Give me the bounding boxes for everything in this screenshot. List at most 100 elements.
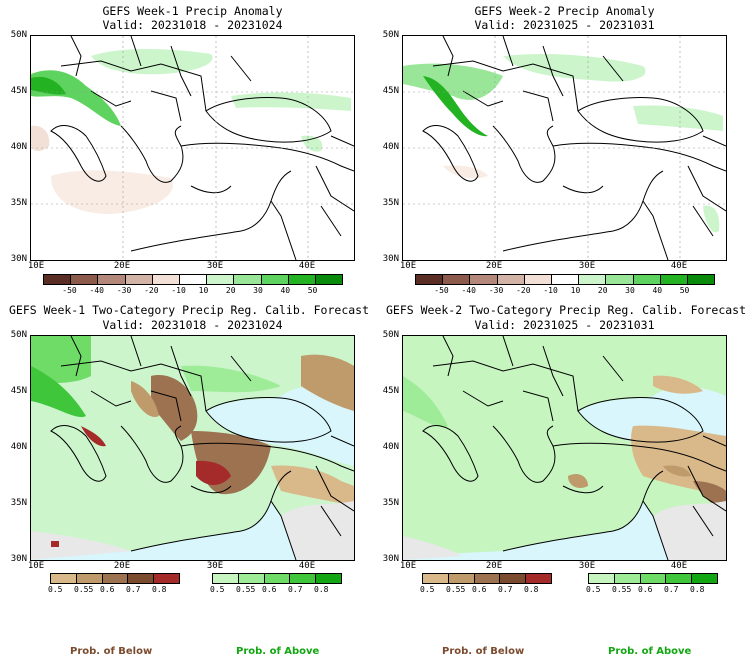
colorbar-label: 0.55 — [236, 585, 256, 594]
colorbar-label: 0.55 — [74, 585, 94, 594]
colorbar-label: 20 — [597, 286, 608, 295]
lat-label: 40N — [382, 442, 399, 452]
colorbar-swatch — [443, 275, 471, 284]
prob-below-label-2: Prob. of Below — [442, 646, 525, 657]
colorbar-label: 0.5 — [210, 585, 225, 594]
colorbar-swatch — [660, 275, 688, 284]
panel1-title: GEFS Week-1 Precip Anomaly — [102, 4, 283, 18]
anomaly-wet-east — [503, 54, 646, 82]
colorbar-label: -10 — [543, 286, 558, 295]
colorbar-swatch — [692, 574, 717, 583]
colorbar-swatch — [238, 574, 265, 583]
colorbar-swatch — [71, 275, 99, 284]
panel1-map[interactable] — [30, 35, 355, 261]
colorbar-label: -50 — [62, 286, 77, 295]
lat-label: 45N — [382, 386, 399, 396]
colorbar-swatch — [207, 275, 235, 284]
colorbar-label: 50 — [307, 286, 318, 295]
lat-label: 30N — [382, 254, 399, 264]
lon-label: 10E — [399, 561, 417, 571]
lat-label: 35N — [382, 498, 399, 508]
lon-label: 30E — [578, 561, 596, 571]
below-colorbar — [50, 573, 180, 584]
lat-label: 40N — [382, 142, 399, 152]
colorbar-swatch — [551, 275, 580, 284]
colorbar-swatch — [633, 275, 661, 284]
lat-label: 50N — [10, 30, 27, 40]
lon-label: 20E — [113, 261, 131, 271]
colorbar-swatch — [640, 574, 667, 583]
colorbar-swatch — [606, 275, 634, 284]
colorbar-label: 0.8 — [524, 585, 539, 594]
colorbar-label: 0.6 — [100, 585, 115, 594]
colorbar-swatch — [213, 574, 239, 583]
lat-label: 50N — [382, 30, 399, 40]
lon-label: 30E — [578, 261, 596, 271]
panel4-valid-dates: Valid: 20231025 - 20231031 — [474, 318, 655, 332]
lat-label: 30N — [382, 554, 399, 564]
lat-label: 50N — [382, 330, 399, 340]
lat-label: 35N — [10, 198, 27, 208]
anomaly-wet-core — [31, 76, 66, 95]
lon-label: 40E — [670, 561, 688, 571]
lat-label: 30N — [10, 554, 27, 564]
anomaly-wet-turkey — [301, 135, 323, 152]
colorbar-label: 0.55 — [612, 585, 632, 594]
lon-label: 40E — [298, 561, 316, 571]
lon-label: 30E — [206, 261, 224, 271]
anomaly-wet-caucasus — [231, 92, 351, 111]
panel3-valid-dates: Valid: 20231018 - 20231024 — [102, 318, 283, 332]
colorbar-swatch — [234, 275, 262, 284]
colorbar-label: 0.6 — [262, 585, 277, 594]
colorbar-swatch — [179, 275, 208, 284]
colorbar-label: 0.6 — [472, 585, 487, 594]
colorbar-swatch — [666, 574, 693, 583]
panel3-map[interactable] — [30, 335, 355, 561]
lon-label: 10E — [27, 261, 45, 271]
colorbar-swatch — [125, 275, 153, 284]
colorbar-swatch — [316, 574, 341, 583]
lat-label: 45N — [10, 386, 27, 396]
panel2-valid-dates: Valid: 20231025 - 20231031 — [474, 18, 655, 32]
colorbar-swatch — [98, 275, 126, 284]
panel3-title: GEFS Week-1 Two-Category Precip Reg. Cal… — [8, 303, 370, 317]
colorbar-swatch — [76, 574, 103, 583]
panel4-map[interactable] — [402, 335, 727, 561]
colorbar-label: 50 — [679, 286, 690, 295]
above-colorbar — [212, 573, 342, 584]
lon-label: 40E — [298, 261, 316, 271]
panel2-map[interactable] — [402, 35, 727, 261]
lat-label: 40N — [10, 442, 27, 452]
colorbar-label: 0.7 — [126, 585, 141, 594]
colorbar-label: 0.5 — [420, 585, 435, 594]
anomaly-colorbar — [415, 274, 715, 285]
lon-label: 10E — [399, 261, 417, 271]
colorbar-swatch — [128, 574, 155, 583]
anomaly-wet-mesopotamia — [703, 205, 720, 233]
colorbar-swatch — [102, 574, 129, 583]
colorbar-swatch — [589, 574, 615, 583]
colorbar-label: 30 — [625, 286, 635, 295]
colorbar-swatch — [524, 275, 552, 284]
below-colorbar-2 — [422, 573, 552, 584]
colorbar-label: 20 — [225, 286, 236, 295]
prob-below-label: Prob. of Below — [70, 646, 153, 657]
colorbar-label: 0.7 — [664, 585, 679, 594]
colorbar-label: -40 — [461, 286, 476, 295]
panel4-title: GEFS Week-2 Two-Category Precip Reg. Cal… — [385, 303, 747, 317]
colorbar-label: 0.8 — [314, 585, 329, 594]
colorbar-label: 10 — [570, 286, 581, 295]
colorbar-swatch — [416, 275, 444, 284]
colorbar-swatch — [423, 574, 449, 583]
colorbar-label: -20 — [516, 286, 531, 295]
lat-label: 35N — [10, 498, 27, 508]
colorbar-label: 0.55 — [446, 585, 466, 594]
land-below-normal — [151, 375, 198, 441]
colorbar-label: 10 — [198, 286, 209, 295]
colorbar-label: -40 — [89, 286, 104, 295]
colorbar-swatch — [614, 574, 641, 583]
colorbar-label: -30 — [116, 286, 132, 295]
colorbar-label: 0.7 — [498, 585, 513, 594]
anomaly-dry-med — [51, 170, 173, 214]
lat-label: 45N — [10, 86, 27, 96]
